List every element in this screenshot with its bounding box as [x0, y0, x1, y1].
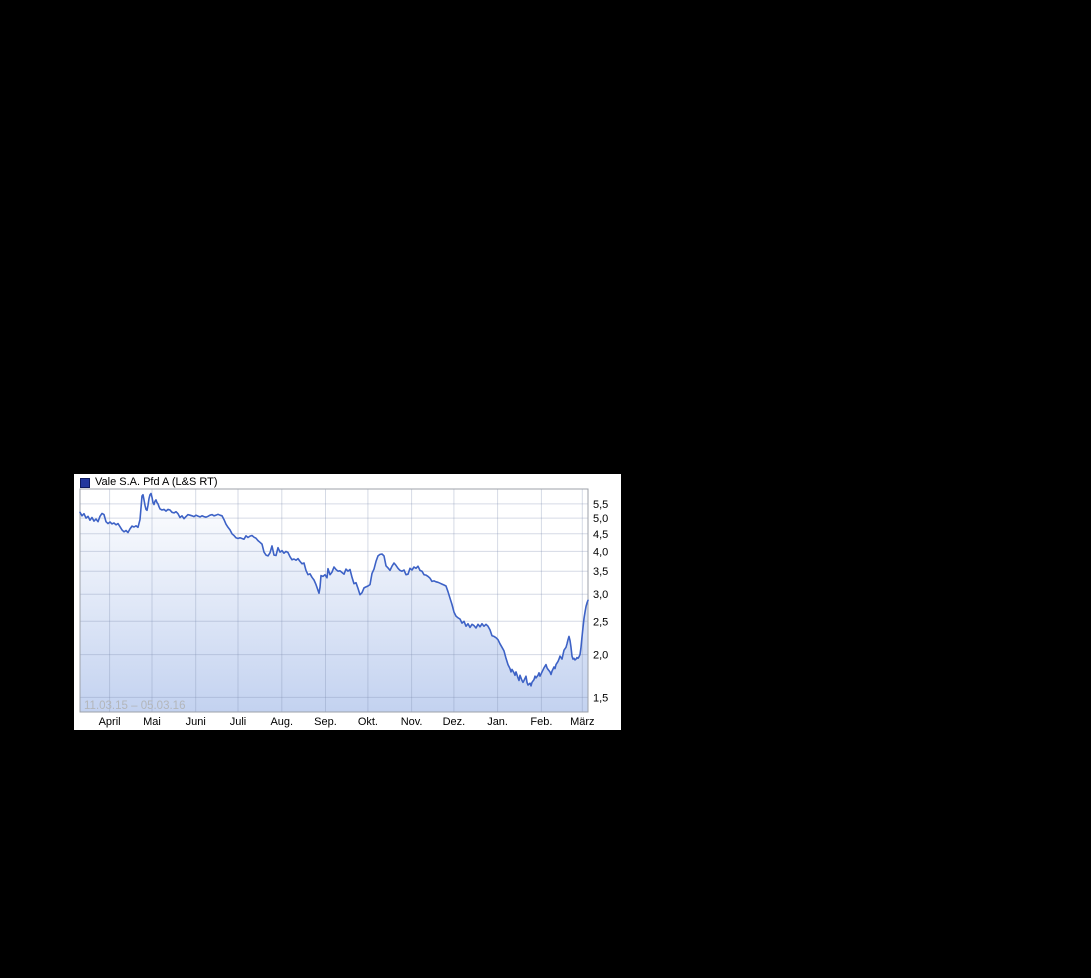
y-axis-tick-label: 1,5 — [593, 692, 608, 704]
x-axis-month-label: Juli — [230, 716, 247, 728]
price-line — [79, 492, 589, 687]
y-axis-tick-label: 5,5 — [593, 499, 608, 511]
y-axis-tick-label: 4,5 — [593, 529, 608, 541]
y-axis-tick-label: 3,5 — [593, 566, 608, 578]
x-axis-month-label: März — [570, 716, 594, 728]
x-axis-month-label: Sep. — [314, 716, 337, 728]
y-axis-tick-label: 2,5 — [593, 616, 608, 628]
y-axis-tick-label: 4,0 — [593, 546, 608, 558]
legend: Vale S.A. Pfd A (L&S RT) — [80, 476, 217, 489]
price-chart-svg: 11.03.15 – 05.03.16 April Mai Juni Juli Aug. S… — [79, 488, 608, 728]
x-axis-month-label: April — [99, 716, 121, 728]
date-range-watermark: 11.03.15 – 05.03.16 — [84, 700, 185, 712]
y-axis-tick-label: 3,0 — [593, 589, 608, 601]
y-axis-tick-label: 2,0 — [593, 650, 608, 662]
x-axis-month-label: Dez. — [443, 716, 466, 728]
x-axis-month-label: Juni — [186, 716, 206, 728]
chart-panel: Vale S.A. Pfd A (L&S RT) 11.03.15 – 05.0… — [74, 474, 621, 730]
x-axis-month-label: Aug. — [270, 716, 293, 728]
x-axis-month-label: Feb. — [530, 716, 552, 728]
legend-series-label: Vale S.A. Pfd A (L&S RT) — [95, 476, 218, 488]
x-axis-month-label: Jan. — [487, 716, 508, 728]
x-axis-month-label: Mai — [143, 716, 161, 728]
legend-series-swatch-icon — [80, 477, 90, 488]
x-axis-month-label: Okt. — [358, 716, 378, 728]
series-area-fill — [80, 493, 588, 712]
x-axis-month-label: Nov. — [401, 716, 423, 728]
y-axis-tick-label: 5,0 — [593, 513, 608, 525]
